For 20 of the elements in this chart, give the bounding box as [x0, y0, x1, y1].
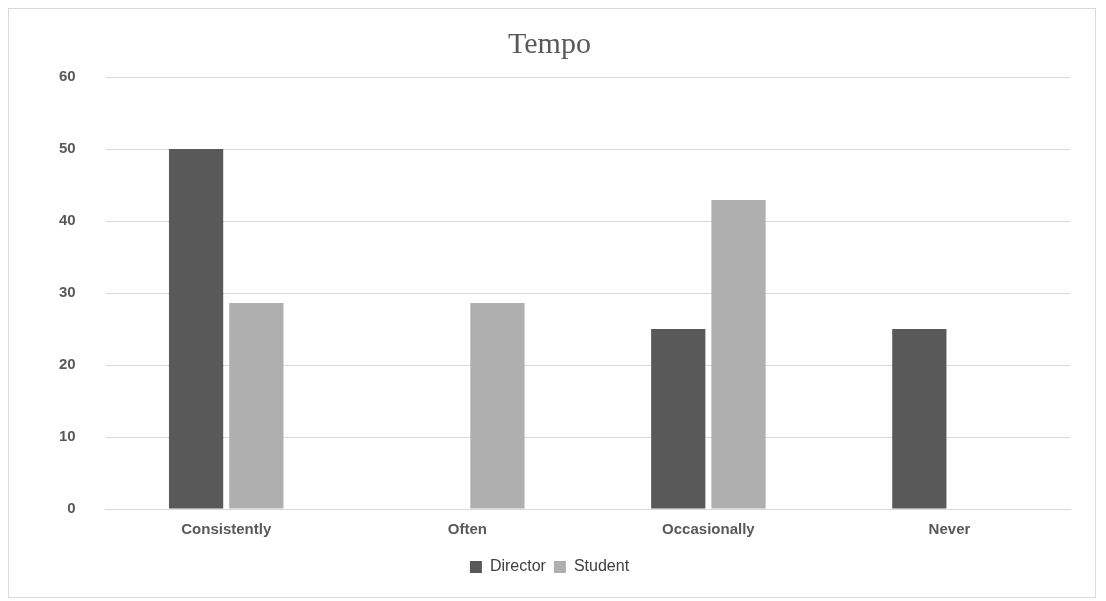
chart-title: Tempo [508, 25, 591, 59]
bar [229, 303, 284, 509]
bar [168, 149, 224, 509]
bar [892, 329, 947, 509]
bar [651, 329, 706, 509]
y-tick-label: 0 [67, 499, 76, 517]
y-tick-label: 20 [59, 355, 76, 373]
legend-label: Student [573, 557, 630, 575]
y-tick-label: 10 [59, 427, 76, 445]
x-tick-label: Often [447, 520, 487, 538]
x-tick-label: Occasionally [662, 520, 756, 538]
y-tick-label: 60 [59, 67, 76, 85]
y-tick-label: 30 [59, 283, 76, 301]
bar [711, 200, 766, 509]
y-tick-label: 40 [59, 211, 76, 229]
legend-label: Director [489, 557, 547, 575]
x-tick-label: Consistently [181, 520, 272, 538]
bar [470, 303, 525, 509]
y-tick-label: 50 [59, 139, 76, 157]
x-tick-label: Never [928, 520, 971, 538]
